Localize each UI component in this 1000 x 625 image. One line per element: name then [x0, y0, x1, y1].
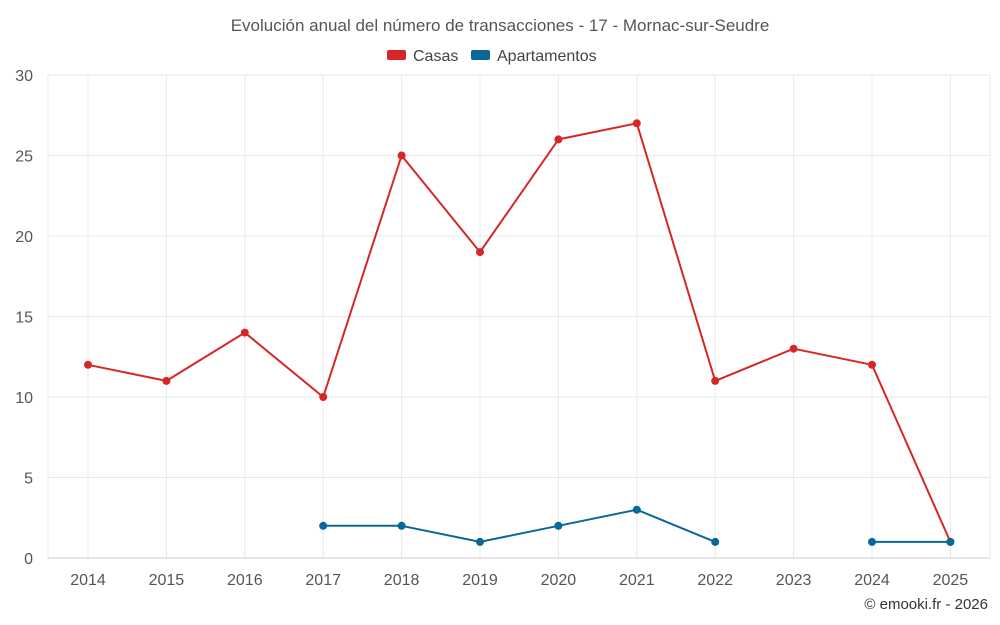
y-tick-label: 15	[15, 310, 33, 327]
series-layer	[84, 119, 955, 546]
data-point[interactable]	[632, 505, 641, 514]
legend-swatch-apartamentos	[471, 50, 490, 60]
legend-swatch-casas	[387, 50, 406, 60]
x-tick-label: 2017	[305, 572, 341, 589]
y-tick-label: 30	[15, 68, 33, 85]
series-line	[323, 508, 716, 543]
data-point[interactable]	[240, 328, 249, 337]
y-axis: 0 5 10 15 20 25 30	[15, 68, 33, 568]
x-tick-label: 2018	[384, 572, 420, 589]
x-tick-label: 2025	[933, 572, 969, 589]
x-tick-label: 2016	[227, 572, 263, 589]
legend-label-casas[interactable]: Casas	[413, 48, 458, 65]
data-point[interactable]	[397, 151, 406, 160]
y-tick-label: 25	[15, 149, 33, 166]
x-tick-label: 2021	[619, 572, 655, 589]
credit-text: © emooki.fr - 2026	[864, 596, 988, 613]
x-axis: 2014 2015 2016 2017 2018 2019 2020 2021 2022 2023…	[70, 572, 968, 589]
x-tick-label: 2014	[70, 572, 106, 589]
chart-title: Evolución anual del número de transaccio…	[231, 16, 770, 35]
x-tick-label: 2019	[462, 572, 498, 589]
data-point[interactable]	[319, 521, 328, 530]
data-point[interactable]	[711, 537, 720, 546]
data-point[interactable]	[632, 119, 641, 128]
y-tick-label: 20	[15, 229, 33, 246]
y-tick-label: 5	[24, 471, 33, 488]
data-point[interactable]	[84, 360, 92, 369]
x-tick-label: 2020	[541, 572, 577, 589]
data-point[interactable]	[868, 360, 876, 369]
data-point[interactable]	[476, 537, 484, 546]
x-tick-label: 2022	[697, 572, 733, 589]
data-point[interactable]	[554, 521, 563, 530]
data-point[interactable]	[319, 393, 328, 401]
data-point[interactable]	[789, 344, 798, 353]
x-tick-label: 2023	[776, 572, 812, 589]
data-point[interactable]	[397, 521, 406, 530]
legend-label-apartamentos[interactable]: Apartamentos	[497, 48, 597, 65]
data-point[interactable]	[946, 537, 955, 546]
series-line	[87, 122, 952, 543]
data-point[interactable]	[476, 248, 484, 257]
data-point[interactable]	[554, 135, 563, 144]
grid-lines	[47, 74, 991, 559]
x-tick-label: 2024	[854, 572, 890, 589]
x-tick-label: 2015	[149, 572, 185, 589]
data-point[interactable]	[711, 376, 720, 385]
y-tick-label: 0	[24, 551, 33, 568]
data-point[interactable]	[868, 537, 876, 546]
series-casas	[84, 119, 955, 546]
data-point[interactable]	[162, 376, 171, 385]
y-tick-label: 10	[15, 390, 33, 407]
legend: Casas Apartamentos	[387, 48, 597, 65]
series-apartamentos	[319, 505, 955, 546]
